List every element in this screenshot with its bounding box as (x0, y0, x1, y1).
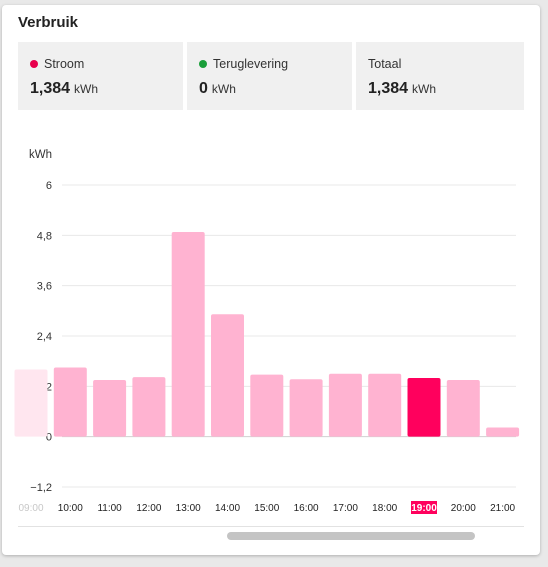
bar-1800[interactable] (368, 373, 402, 437)
stat-stroom: Stroom 1,384 kWh (18, 42, 183, 110)
stroom-dot-icon (30, 59, 38, 68)
stat-stroom-label: Stroom (44, 57, 85, 71)
bar-0900[interactable] (14, 369, 48, 437)
selected-label-highlight (411, 501, 437, 514)
usage-bar-chart: kWh−1,201,22,43,64,8609:0010:0011:0012:0… (14, 149, 520, 514)
x-tick-label[interactable]: 14:00 (215, 503, 240, 514)
y-tick-label: 2,4 (37, 331, 52, 343)
y-tick-label: 0 (46, 432, 52, 444)
bar-2000[interactable] (446, 380, 480, 437)
bar-2100[interactable] (486, 427, 520, 437)
stat-teruglevering: Teruglevering 0 kWh (187, 42, 352, 110)
x-tick-label[interactable]: 10:00 (58, 503, 83, 514)
bar-1900[interactable] (407, 377, 441, 437)
chart-scrollbar[interactable] (18, 526, 524, 543)
usage-card: Verbruik Stroom 1,384 kWh Teruglevering 0… (2, 5, 540, 555)
stat-teruglevering-label: Teruglevering (213, 57, 289, 71)
x-tick-label[interactable]: 13:00 (176, 503, 201, 514)
bar-1200[interactable] (132, 377, 166, 437)
bar-1600[interactable] (289, 379, 323, 437)
stat-teruglevering-unit: kWh (211, 82, 236, 96)
stat-totaal-unit: kWh (412, 82, 437, 96)
bar-1300[interactable] (171, 231, 205, 437)
stat-totaal-value: 1,384 (368, 80, 409, 97)
bar-1100[interactable] (93, 380, 127, 437)
y-tick-label: 6 (46, 180, 52, 192)
y-tick-label: 3,6 (37, 281, 52, 293)
bar-1700[interactable] (328, 373, 362, 437)
x-tick-label[interactable]: 09:00 (18, 503, 43, 514)
x-tick-label[interactable]: 11:00 (97, 503, 122, 514)
bar-1000[interactable] (53, 367, 87, 437)
stat-teruglevering-value: 0 (199, 80, 208, 97)
x-tick-label[interactable]: 15:00 (254, 503, 279, 514)
y-tick-label: −1,2 (30, 482, 52, 494)
y-tick-label: 4,8 (37, 230, 52, 242)
stat-stroom-unit: kWh (74, 82, 99, 96)
x-tick-label[interactable]: 19:00 (411, 503, 437, 514)
x-tick-label[interactable]: 21:00 (490, 503, 515, 514)
stat-totaal: Totaal 1,384 kWh (356, 42, 524, 110)
scrollbar-thumb[interactable] (227, 532, 475, 540)
x-tick-label[interactable]: 20:00 (451, 503, 476, 514)
bar-1400[interactable] (211, 314, 244, 437)
x-tick-label[interactable]: 12:00 (136, 503, 161, 514)
y-axis-unit-label: kWh (29, 149, 52, 161)
card-title: Verbruik (18, 14, 79, 31)
x-tick-label[interactable]: 16:00 (294, 503, 319, 514)
stat-stroom-value: 1,384 (30, 80, 71, 97)
stat-totaal-label: Totaal (368, 57, 402, 71)
x-tick-label[interactable]: 18:00 (372, 503, 397, 514)
teruglevering-dot-icon (199, 59, 207, 68)
x-tick-label[interactable]: 17:00 (333, 503, 358, 514)
bar-1500[interactable] (250, 374, 284, 437)
